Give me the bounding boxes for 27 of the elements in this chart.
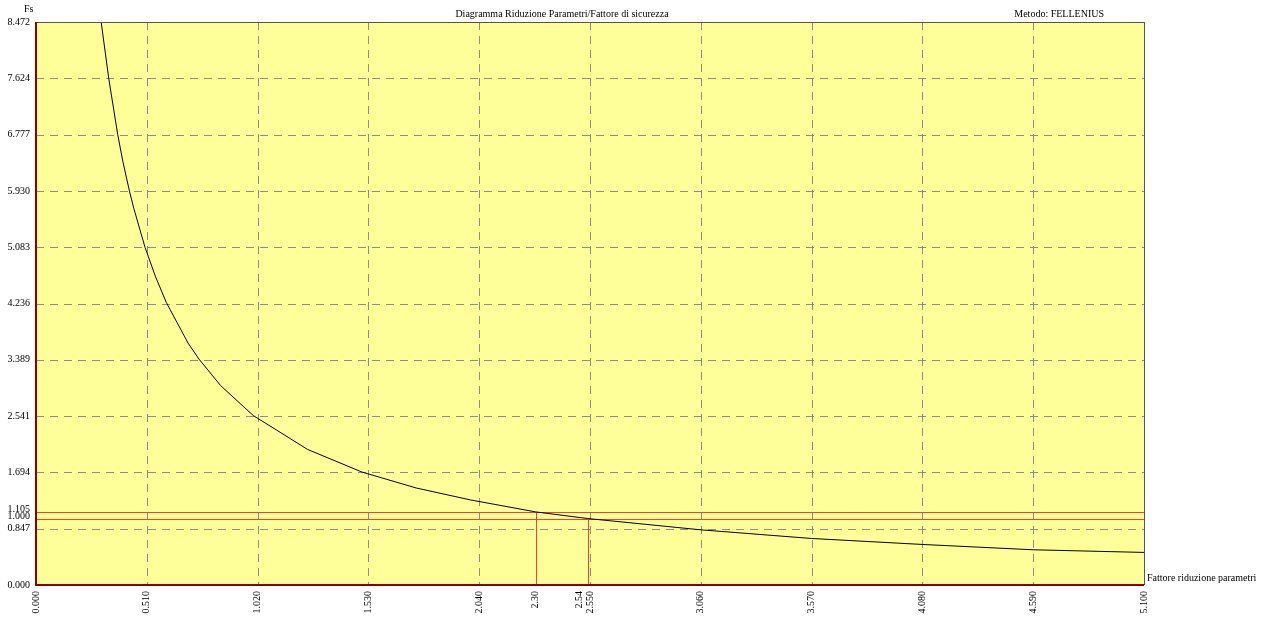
y-tick-label: 8.472 bbox=[7, 15, 30, 27]
ref-line-label: 2.54 bbox=[572, 591, 584, 609]
y-tick-label: 0.000 bbox=[7, 578, 30, 590]
y-tick-label: 0.847 bbox=[7, 522, 30, 534]
y-tick-label: 1.694 bbox=[7, 466, 30, 478]
text: Metodo: FELLENIUS bbox=[1014, 7, 1104, 19]
x-tick-label: 2.550 bbox=[583, 591, 595, 614]
x-tick-label: 1.020 bbox=[251, 591, 263, 614]
x-tick-label: 3.060 bbox=[694, 591, 706, 614]
x-tick-label: 1.530 bbox=[362, 591, 374, 614]
y-tick-label: 4.236 bbox=[7, 297, 30, 309]
y-tick-label: 5.930 bbox=[7, 184, 30, 196]
chart-title: Diagramma Riduzione Parametri/Fattore di sicurezza bbox=[455, 7, 670, 19]
x-tick-label: 4.590 bbox=[1026, 591, 1038, 614]
x-tick-label: 0.510 bbox=[140, 591, 152, 614]
y-tick-label: 6.777 bbox=[7, 128, 30, 140]
y-tick-label: 2.541 bbox=[7, 409, 30, 421]
y-tick-label: 7.624 bbox=[7, 71, 30, 83]
ref-line-label: 2.30 bbox=[529, 591, 541, 609]
x-tick-label: 3.570 bbox=[805, 591, 817, 614]
y-tick-label: 5.083 bbox=[7, 240, 30, 252]
x-tick-label: 4.080 bbox=[916, 591, 928, 614]
x-tick-label: 5.100 bbox=[1137, 591, 1149, 614]
x-tick-label: 2.040 bbox=[472, 591, 484, 614]
y-axis-title: Fs bbox=[24, 2, 34, 14]
x-axis-title: Fattore riduzione parametri bbox=[1147, 571, 1257, 583]
y-tick-label: 3.389 bbox=[7, 353, 30, 365]
